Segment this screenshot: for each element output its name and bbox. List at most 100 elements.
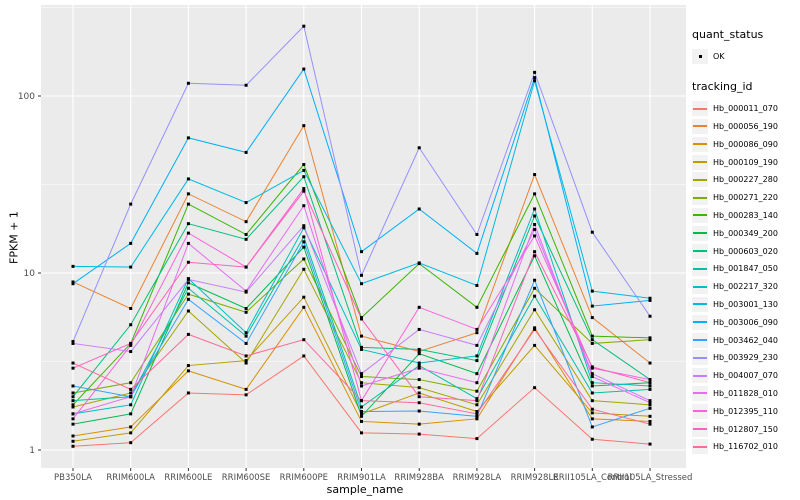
data-point-Hb_001847_050 — [244, 334, 248, 338]
data-point-Hb_000283_140 — [648, 336, 652, 340]
data-point-Hb_000603_020 — [244, 237, 248, 241]
legend-item-Hb_000056_190: Hb_000056_190 — [692, 118, 798, 136]
data-point-Hb_000227_280 — [648, 403, 652, 407]
legend-item-label: Hb_003006_090 — [713, 317, 778, 327]
data-point-Hb_000227_280 — [302, 267, 306, 271]
data-point-Hb_000349_200 — [186, 281, 190, 285]
data-point-Hb_003462_040 — [71, 384, 75, 388]
data-point-Hb_003462_040 — [590, 425, 594, 429]
legend-item-Hb_000109_190: Hb_000109_190 — [692, 153, 798, 171]
data-point-Hb_000271_220 — [129, 381, 133, 385]
legend-item-label: Hb_000086_090 — [713, 139, 778, 149]
legend-item-Hb_012807_150: Hb_012807_150 — [692, 420, 798, 438]
data-point-Hb_003006_090 — [244, 150, 248, 154]
data-point-Hb_002217_320 — [590, 381, 594, 385]
data-point-Hb_011828_010 — [417, 366, 421, 370]
data-point-Hb_003001_130 — [302, 168, 306, 172]
legend-line-icon — [693, 303, 707, 306]
data-point-Hb_012395_110 — [533, 234, 537, 238]
data-point-Hb_000283_140 — [533, 192, 537, 196]
data-point-Hb_003001_130 — [71, 264, 75, 268]
data-point-Hb_011828_010 — [129, 395, 133, 399]
data-point-Hb_004007_070 — [417, 327, 421, 331]
data-point-Hb_000283_140 — [590, 334, 594, 338]
data-point-Hb_000227_280 — [360, 381, 363, 385]
data-point-Hb_001847_050 — [71, 399, 75, 403]
data-point-Hb_003462_040 — [360, 410, 363, 414]
data-point-Hb_000227_280 — [533, 308, 537, 312]
data-point-Hb_116702_010 — [360, 399, 363, 403]
data-point-Hb_000056_190 — [186, 192, 190, 196]
data-point-Hb_000011_070 — [360, 431, 363, 435]
data-point-Hb_116702_010 — [186, 332, 190, 336]
data-point-Hb_011828_010 — [71, 412, 75, 416]
legend-item-ok-label: OK — [713, 52, 725, 62]
data-point-Hb_003006_090 — [648, 298, 652, 302]
data-point-Hb_000271_220 — [417, 378, 421, 382]
data-point-Hb_001847_050 — [648, 387, 652, 391]
data-point-Hb_003929_230 — [244, 83, 248, 87]
data-point-Hb_012807_150 — [475, 399, 479, 403]
data-point-Hb_000011_070 — [590, 437, 594, 441]
data-point-Hb_000056_190 — [648, 361, 652, 365]
data-point-Hb_000109_190 — [590, 411, 594, 415]
legend-item-label: Hb_003929_230 — [713, 353, 778, 363]
data-point-Hb_000109_190 — [129, 431, 133, 435]
data-point-Hb_012807_150 — [302, 189, 306, 193]
data-point-Hb_003929_230 — [71, 340, 75, 344]
legend-key-swatch — [692, 279, 708, 295]
data-point-Hb_003462_040 — [244, 341, 248, 345]
legend-title-quant-status: quant_status — [692, 28, 764, 41]
data-point-Hb_000227_280 — [129, 391, 133, 395]
legend-key-swatch — [692, 385, 708, 401]
legend-key-swatch — [692, 172, 708, 188]
data-point-Hb_116702_010 — [648, 422, 652, 426]
data-point-Hb_000109_190 — [71, 439, 75, 443]
legend-item-Hb_000349_200: Hb_000349_200 — [692, 224, 798, 242]
data-point-Hb_003929_230 — [475, 233, 479, 237]
legend-panel: quant_status OK tracking_id Hb_000011_07… — [692, 28, 798, 456]
data-point-Hb_000227_280 — [244, 361, 248, 365]
data-point-Hb_116702_010 — [71, 361, 75, 365]
data-point-Hb_000271_220 — [302, 257, 306, 261]
data-point-Hb_011828_010 — [533, 222, 537, 226]
data-point-Hb_003001_130 — [475, 283, 479, 287]
data-point-Hb_003006_090 — [360, 250, 363, 254]
legend-line-icon — [693, 143, 707, 146]
legend-item-label: Hb_012395_110 — [713, 406, 778, 416]
data-point-Hb_116702_010 — [590, 407, 594, 411]
data-point-Hb_000109_190 — [186, 364, 190, 368]
data-point-Hb_000109_190 — [533, 343, 537, 347]
data-point-Hb_000011_070 — [648, 442, 652, 446]
legend-line-icon — [693, 161, 707, 164]
data-point-Hb_000349_200 — [360, 414, 363, 418]
data-point-Hb_004007_070 — [129, 350, 133, 354]
legend-item-label: Hb_000011_070 — [713, 104, 778, 114]
data-point-Hb_001847_050 — [475, 397, 479, 401]
data-point-Hb_000603_020 — [302, 175, 306, 179]
legend-key-swatch — [692, 225, 708, 241]
data-point-Hb_003006_090 — [533, 76, 537, 80]
data-point-Hb_002217_320 — [244, 331, 248, 335]
legend-key-swatch — [692, 136, 708, 152]
data-point-Hb_002217_320 — [302, 226, 306, 230]
data-point-Hb_000086_090 — [302, 305, 306, 309]
legend-line-icon — [693, 196, 707, 199]
legend-item-label: Hb_000056_190 — [713, 121, 778, 131]
data-point-Hb_003462_040 — [475, 414, 479, 418]
x-tick-label: RRII105LA_Stressed — [608, 473, 693, 483]
data-point-Hb_011828_010 — [302, 204, 306, 208]
y-tick-label: 1 — [29, 446, 35, 456]
x-tick-label: RRIM928LA — [453, 473, 502, 483]
data-point-Hb_003929_230 — [533, 70, 537, 74]
legend-key-swatch — [692, 439, 708, 455]
x-tick-label: RRIM600LA — [106, 473, 155, 483]
data-point-Hb_001847_050 — [186, 286, 190, 290]
data-point-Hb_116702_010 — [475, 412, 479, 416]
data-point-Hb_000011_070 — [417, 432, 421, 436]
data-point-Hb_003006_090 — [475, 251, 479, 255]
data-point-Hb_004007_070 — [590, 372, 594, 376]
data-point-Hb_012807_150 — [71, 366, 75, 370]
legend-key-swatch — [692, 350, 708, 366]
